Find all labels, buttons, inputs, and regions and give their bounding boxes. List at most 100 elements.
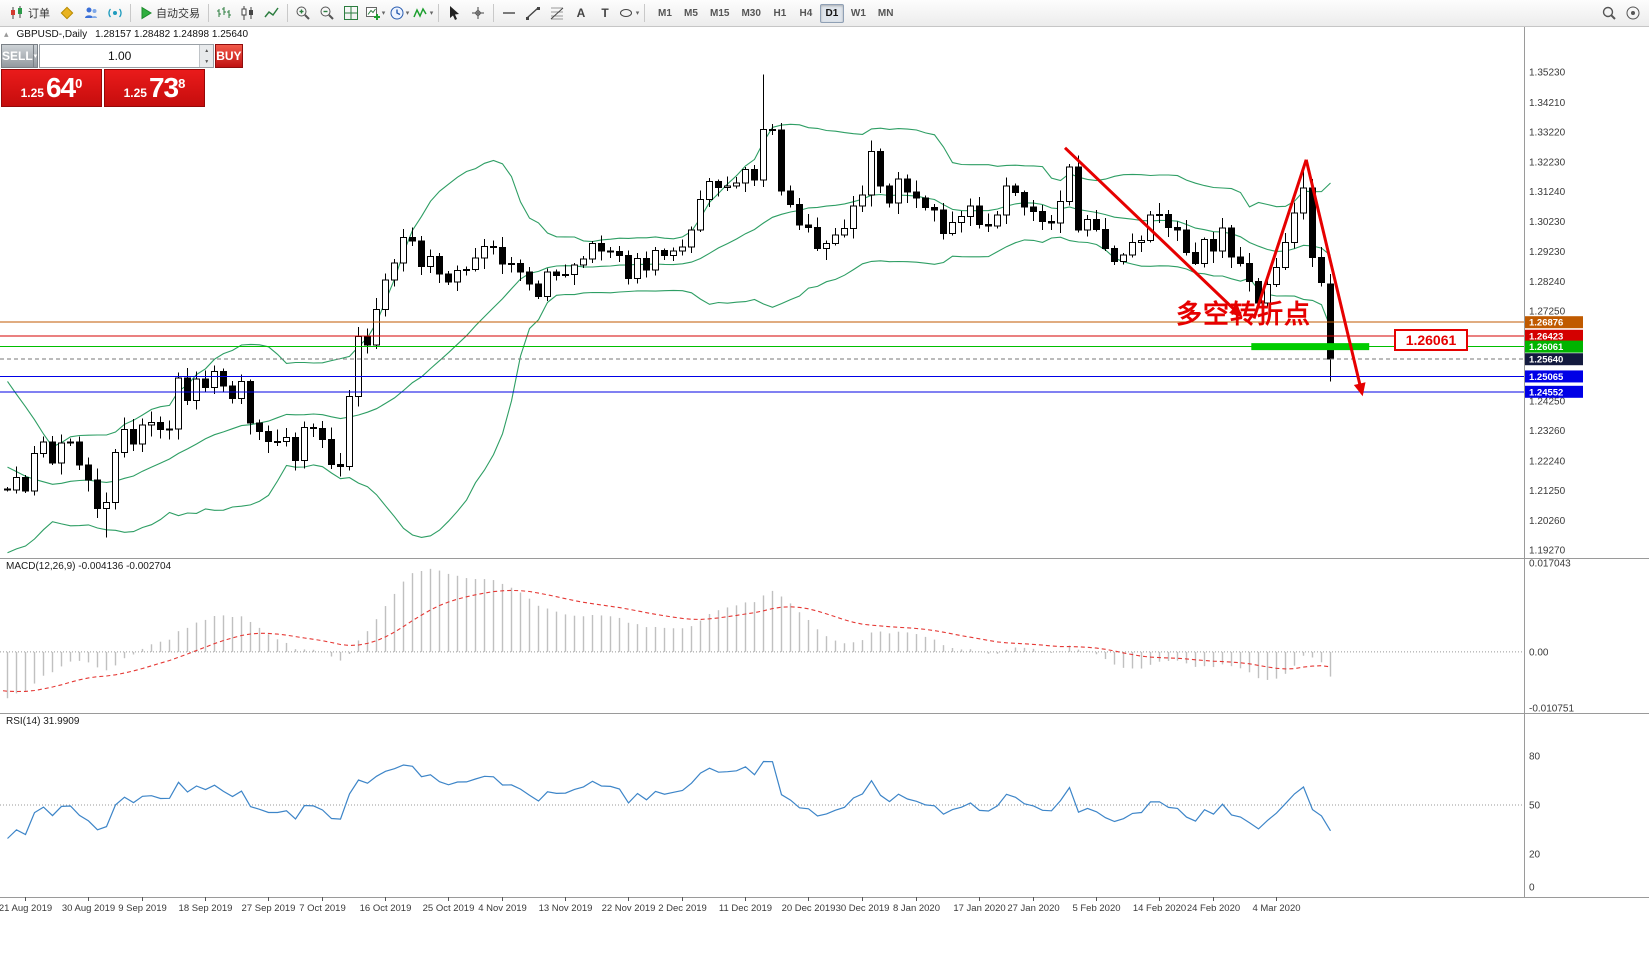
volume-input[interactable] xyxy=(40,45,200,67)
layouts-icon[interactable] xyxy=(55,2,79,24)
rsi-panel xyxy=(0,760,1524,839)
new-order-button[interactable]: 订单 xyxy=(4,3,55,23)
timeframe-w1[interactable]: W1 xyxy=(850,7,866,19)
annotation-text[interactable]: 多空转折点 xyxy=(1176,299,1312,329)
svg-text:7 Oct 2019: 7 Oct 2019 xyxy=(299,903,345,914)
cursor-icon[interactable] xyxy=(442,2,466,24)
svg-text:1.20260: 1.20260 xyxy=(1529,516,1566,527)
line-chart-icon[interactable] xyxy=(260,2,284,24)
timeframe-m15[interactable]: M15 xyxy=(710,7,730,19)
svg-text:1.21250: 1.21250 xyxy=(1529,486,1566,497)
label-tool-icon[interactable]: T xyxy=(601,6,609,20)
new-order-icon xyxy=(9,5,25,21)
shapes-icon[interactable] xyxy=(617,2,641,24)
search-icon[interactable] xyxy=(1597,2,1621,24)
candlestick-chart-icon[interactable] xyxy=(236,2,260,24)
panel-collapse-icon[interactable] xyxy=(4,29,9,40)
toolbar-separator xyxy=(438,4,439,22)
svg-text:4 Mar 2020: 4 Mar 2020 xyxy=(1252,903,1300,914)
tile-windows-icon[interactable] xyxy=(339,2,363,24)
svg-text:1.30230: 1.30230 xyxy=(1529,217,1566,228)
svg-text:1.24250: 1.24250 xyxy=(1529,396,1566,407)
crosshair-icon[interactable] xyxy=(466,2,490,24)
buy-price-display[interactable]: 1.25 73 8 xyxy=(104,69,205,107)
toolbar-separator xyxy=(644,4,645,22)
svg-text:1.32230: 1.32230 xyxy=(1529,157,1566,168)
svg-text:0: 0 xyxy=(1529,883,1535,894)
svg-text:-0.010751: -0.010751 xyxy=(1529,704,1574,715)
panel-frame xyxy=(0,26,1649,898)
quotes-icon[interactable] xyxy=(1621,2,1645,24)
timeframe-m1[interactable]: M1 xyxy=(658,7,672,19)
volume-decrease-icon[interactable] xyxy=(200,56,214,67)
buy-price-big: 73 xyxy=(148,72,179,103)
sell-price-display[interactable]: 1.25 64 0 xyxy=(1,69,102,107)
buy-button[interactable]: BUY xyxy=(215,44,243,68)
ohlc-values: 1.28157 1.28482 1.24898 1.25640 xyxy=(95,29,249,40)
svg-text:1.27250: 1.27250 xyxy=(1529,307,1566,318)
toolbar: 订单 自动交易 A T M1 M5 M15 M30 H1 H4 D1 W1 MN xyxy=(0,0,1649,27)
new-order-label: 订单 xyxy=(28,8,50,20)
autotrading-play-icon xyxy=(139,6,153,20)
svg-text:0.00: 0.00 xyxy=(1529,647,1549,658)
svg-text:11 Dec 2019: 11 Dec 2019 xyxy=(719,903,772,914)
svg-text:1.25065: 1.25065 xyxy=(1529,372,1564,383)
toolbar-separator xyxy=(287,4,288,22)
bollinger-bands xyxy=(7,123,1332,554)
candles xyxy=(4,74,1334,538)
svg-text:1.26876: 1.26876 xyxy=(1529,318,1563,329)
volume-increase-icon[interactable] xyxy=(200,45,214,56)
chart-title: GBPUSD-,Daily 1.28157 1.28482 1.24898 1.… xyxy=(4,29,249,40)
new-chart-icon[interactable] xyxy=(363,2,387,24)
svg-text:20 Dec 2019: 20 Dec 2019 xyxy=(782,903,836,914)
timeframe-mn[interactable]: MN xyxy=(877,7,894,19)
horizontal-levels[interactable] xyxy=(0,321,1524,393)
community-icon[interactable] xyxy=(79,2,103,24)
svg-text:8 Jan 2020: 8 Jan 2020 xyxy=(893,903,940,914)
bar-chart-icon[interactable] xyxy=(212,2,236,24)
svg-text:9 Sep 2019: 9 Sep 2019 xyxy=(118,903,167,914)
web-icon[interactable] xyxy=(103,2,127,24)
svg-text:24 Feb 2020: 24 Feb 2020 xyxy=(1187,903,1240,914)
buy-price-sup: 8 xyxy=(178,76,186,91)
sell-price-prefix: 1.25 xyxy=(20,86,44,100)
sell-options-caret-icon[interactable] xyxy=(33,44,39,68)
rsi-label: RSI(14) 31.9909 xyxy=(6,716,80,727)
svg-text:1.31240: 1.31240 xyxy=(1529,187,1566,198)
svg-text:27 Sep 2019: 27 Sep 2019 xyxy=(242,903,296,914)
svg-text:5 Feb 2020: 5 Feb 2020 xyxy=(1072,903,1120,914)
text-tool-icon[interactable]: A xyxy=(576,6,586,20)
svg-text:1.26061: 1.26061 xyxy=(1529,342,1564,353)
timeframe-m5[interactable]: M5 xyxy=(684,7,698,19)
buy-price-prefix: 1.25 xyxy=(123,86,147,100)
zoom-in-icon[interactable] xyxy=(291,2,315,24)
svg-text:2 Dec 2019: 2 Dec 2019 xyxy=(658,903,707,914)
toolbar-separator xyxy=(493,4,494,22)
svg-text:13 Nov 2019: 13 Nov 2019 xyxy=(539,903,593,914)
svg-text:80: 80 xyxy=(1529,751,1541,762)
svg-text:4 Nov 2019: 4 Nov 2019 xyxy=(478,903,527,914)
fibonacci-icon[interactable] xyxy=(545,2,569,24)
svg-text:1.35230: 1.35230 xyxy=(1529,68,1566,79)
timeframe-h1[interactable]: H1 xyxy=(773,7,787,19)
price-level-label[interactable]: 1.26061 xyxy=(1394,329,1468,351)
svg-text:1.34210: 1.34210 xyxy=(1529,98,1566,109)
trendline-icon[interactable] xyxy=(521,2,545,24)
time-axis: 21 Aug 2019 30 Aug 2019 9 Sep 2019 18 Sep 2… xyxy=(0,897,1301,914)
timeframe-h4[interactable]: H4 xyxy=(799,7,813,19)
autotrading-label: 自动交易 xyxy=(156,8,200,20)
svg-text:17 Jan 2020: 17 Jan 2020 xyxy=(953,903,1005,914)
svg-text:1.28240: 1.28240 xyxy=(1529,277,1566,288)
svg-text:1.29230: 1.29230 xyxy=(1529,247,1566,258)
indicators-icon[interactable] xyxy=(411,2,435,24)
timeframe-m30[interactable]: M30 xyxy=(741,7,761,19)
volume-field xyxy=(39,44,215,68)
chart-period-icon[interactable] xyxy=(387,2,411,24)
horizontal-line-icon[interactable] xyxy=(497,2,521,24)
timeframe-d1[interactable]: D1 xyxy=(819,3,844,23)
sell-button[interactable]: SELL xyxy=(1,44,34,68)
zoom-out-icon[interactable] xyxy=(315,2,339,24)
trend-arrows[interactable] xyxy=(1063,146,1366,397)
autotrading-button[interactable]: 自动交易 xyxy=(134,3,205,23)
